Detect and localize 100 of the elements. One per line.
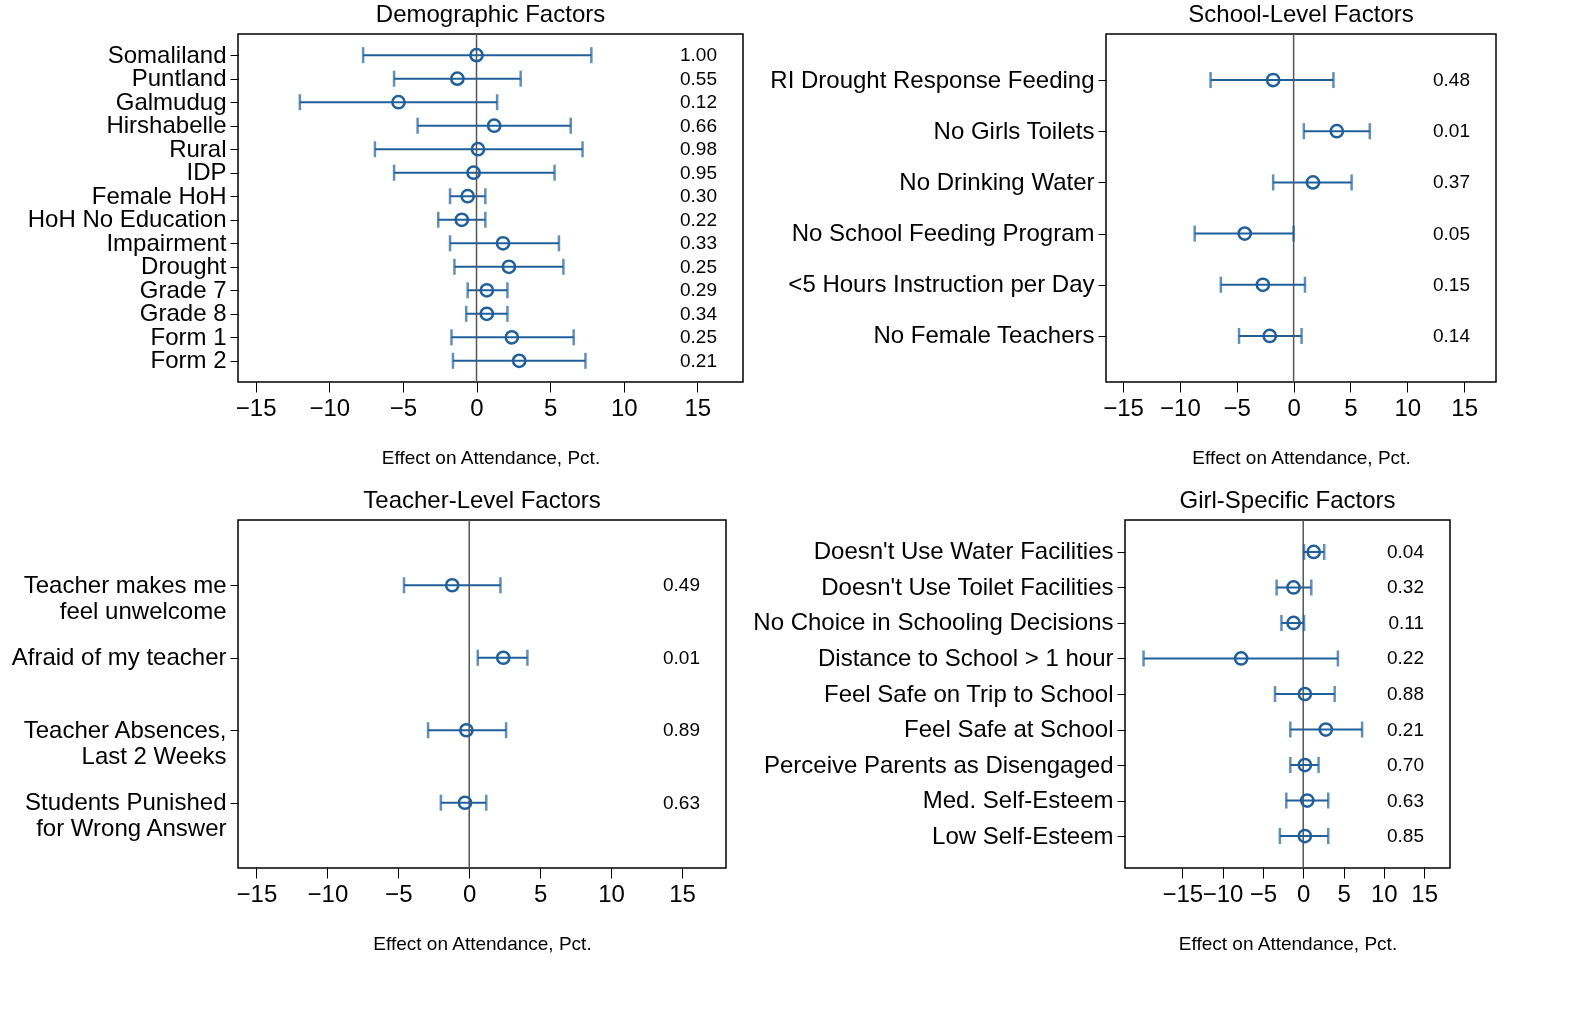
point <box>1297 757 1313 773</box>
annotation: 0.63 <box>1387 789 1424 811</box>
x-tick-label: 15 <box>1451 393 1479 421</box>
x-tick-label: 10 <box>1394 393 1422 421</box>
point <box>469 47 484 63</box>
annotation: 0.25 <box>680 255 717 277</box>
y-tick-label: Feel Safe at School <box>904 715 1114 743</box>
y-tick-label: RI Drought Response Feeding <box>770 65 1095 93</box>
x-tick-label: −15 <box>235 393 277 421</box>
x-tick-label: −15 <box>236 879 278 907</box>
chart-title: Demographic Factors <box>375 0 606 28</box>
annotation: 0.85 <box>1387 825 1424 847</box>
y-tick-label: Teacher makes me feel unwelcome <box>23 570 227 624</box>
annotation: 0.88 <box>1387 683 1424 704</box>
x-tick-label: 0 <box>1297 879 1311 907</box>
annotation: 0.12 <box>680 91 717 113</box>
point <box>1306 544 1322 560</box>
x-tick-label: −10 <box>307 879 349 907</box>
point <box>486 118 502 134</box>
y-tick-label: <5 Hours Instruction per Day <box>788 270 1095 298</box>
point <box>1297 686 1313 702</box>
x-tick-label: −5 <box>1249 879 1278 907</box>
y-tick-label: No School Feeding Program <box>791 219 1095 247</box>
point <box>495 235 511 251</box>
annotation: 0.98 <box>680 138 717 160</box>
annotation: 0.63 <box>663 791 700 813</box>
y-tick-label: No Girls Toilets <box>933 116 1095 144</box>
y-tick-label: Distance to School > 1 hour <box>817 643 1114 671</box>
x-tick-label: −10 <box>1202 879 1244 907</box>
x-tick-label: 5 <box>543 393 558 421</box>
point <box>1329 123 1345 139</box>
x-tick-label: 0 <box>470 393 484 421</box>
annotation: 0.01 <box>1433 120 1470 142</box>
x-tick-label: −5 <box>1223 393 1251 421</box>
x-axis-title: Effect on Attendance, Pct. <box>373 932 592 954</box>
point <box>459 722 474 738</box>
annotation: 0.70 <box>1387 754 1424 776</box>
x-tick-label: 15 <box>1411 879 1439 907</box>
annotation: 0.21 <box>680 349 717 371</box>
y-tick-label: Perceive Parents as Disengaged <box>763 750 1114 778</box>
y-tick-label: Students Punished for Wrong Answer <box>25 788 227 842</box>
y-tick-label: No Drinking Water <box>899 167 1095 195</box>
point <box>1233 651 1249 666</box>
annotation: 0.05 <box>1433 222 1470 244</box>
point <box>1262 328 1278 344</box>
annotation: 1.00 <box>680 44 717 66</box>
y-tick-label: No Choice in Schooling Decisions <box>753 608 1114 636</box>
x-tick-label: 5 <box>533 879 548 907</box>
point <box>1318 722 1334 737</box>
y-tick-label: Teacher Absences, Last 2 Weeks <box>23 715 227 769</box>
y-tick-label: Med. Self-Esteem <box>922 786 1114 814</box>
annotation: 0.29 <box>680 279 717 301</box>
point <box>479 282 495 298</box>
annotation: 0.21 <box>1387 718 1424 740</box>
point <box>470 141 486 157</box>
y-tick-label: Feel Safe on Trip to School <box>824 679 1114 707</box>
annotation: 0.32 <box>1387 576 1424 598</box>
chart-title: Girl-Specific Factors <box>1179 486 1396 514</box>
point <box>501 259 517 275</box>
y-tick-label: Low Self-Esteem <box>932 821 1114 849</box>
annotation: 0.01 <box>663 646 700 668</box>
x-axis-title: Effect on Attendance, Pct. <box>1192 446 1411 468</box>
point <box>450 71 465 87</box>
point <box>1297 828 1313 844</box>
point <box>457 795 473 811</box>
annotation: 0.55 <box>680 67 717 89</box>
point <box>1299 793 1315 808</box>
annotation: 0.66 <box>680 114 717 136</box>
annotation: 0.95 <box>680 161 717 183</box>
x-tick-label: 15 <box>669 879 696 907</box>
x-tick-label: 0 <box>1287 393 1301 421</box>
point <box>1286 580 1301 595</box>
x-tick-label: 10 <box>610 393 638 421</box>
x-tick-label: −10 <box>309 393 351 421</box>
point <box>391 94 406 110</box>
x-axis-title: Effect on Attendance, Pct. <box>381 446 601 468</box>
y-tick-label: Doesn't Use Water Facilities <box>813 537 1114 565</box>
y-tick-label: No Female Teachers <box>873 321 1095 349</box>
x-tick-label: −5 <box>385 879 413 907</box>
annotation: 0.15 <box>1433 273 1470 295</box>
x-tick-label: −15 <box>1162 879 1204 907</box>
x-tick-label: −5 <box>389 393 418 421</box>
annotation: 0.11 <box>1388 611 1424 633</box>
x-tick-label: 0 <box>463 879 477 907</box>
x-tick-label: −10 <box>1160 393 1201 421</box>
point <box>444 577 460 593</box>
annotation: 0.49 <box>663 574 700 596</box>
x-tick-label: 10 <box>1371 879 1398 907</box>
annotation: 0.48 <box>1433 69 1470 91</box>
point <box>1305 175 1321 190</box>
point <box>466 165 481 181</box>
point <box>460 188 476 204</box>
annotation: 0.34 <box>680 302 718 324</box>
annotation: 0.22 <box>680 208 717 230</box>
annotation: 0.33 <box>680 232 717 254</box>
y-tick-label: Doesn't Use Toilet Facilities <box>821 572 1114 600</box>
x-tick-label: 15 <box>684 393 712 421</box>
annotation: 0.14 <box>1433 324 1471 346</box>
chart-title: Teacher-Level Factors <box>363 486 601 514</box>
point <box>504 329 520 345</box>
